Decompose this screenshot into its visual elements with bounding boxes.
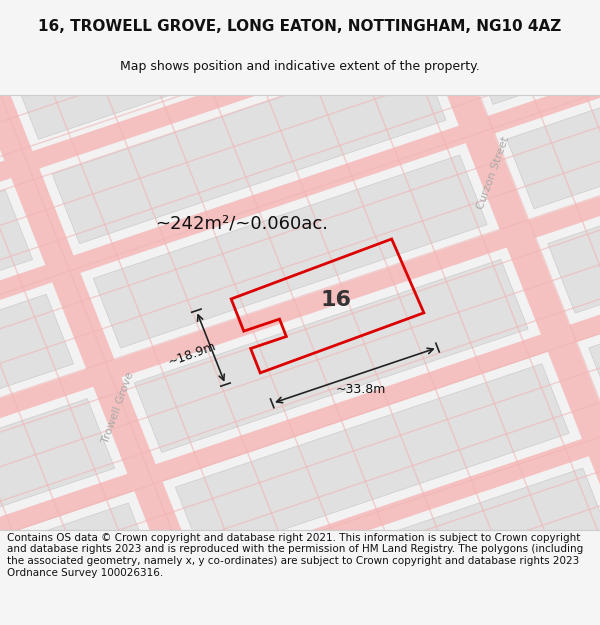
Polygon shape [0,324,600,579]
Polygon shape [336,0,600,625]
Polygon shape [203,456,600,625]
Polygon shape [116,0,391,625]
Polygon shape [257,0,532,625]
Polygon shape [0,19,600,274]
Polygon shape [494,86,600,221]
Polygon shape [398,0,600,586]
Polygon shape [13,416,600,625]
Polygon shape [0,172,600,426]
Polygon shape [0,246,600,580]
Polygon shape [40,39,459,256]
Polygon shape [351,0,600,602]
Polygon shape [576,295,600,429]
Polygon shape [163,352,582,569]
Polygon shape [548,202,600,313]
Polygon shape [37,476,600,625]
Polygon shape [0,202,600,457]
Polygon shape [466,0,600,104]
Polygon shape [6,596,230,625]
Polygon shape [49,507,600,625]
Polygon shape [80,143,500,360]
Polygon shape [0,64,157,625]
Text: 16, TROWELL GROVE, LONG EATON, NOTTINGHAM, NG10 4AZ: 16, TROWELL GROVE, LONG EATON, NOTTINGHA… [38,19,562,34]
Polygon shape [93,155,487,348]
Polygon shape [0,350,600,625]
Polygon shape [0,141,600,476]
Text: ~242m²/~0.060ac.: ~242m²/~0.060ac. [155,214,328,232]
Text: Map shows position and indicative extent of the property.: Map shows position and indicative extent… [120,60,480,73]
Polygon shape [0,232,600,488]
Polygon shape [0,0,562,152]
Polygon shape [22,16,297,625]
Polygon shape [69,1,344,625]
Polygon shape [0,399,115,519]
Polygon shape [0,0,600,267]
Polygon shape [0,0,418,151]
Polygon shape [175,364,569,557]
Text: ~33.8m: ~33.8m [335,383,386,396]
Polygon shape [506,98,600,209]
Polygon shape [0,0,292,625]
Polygon shape [210,0,485,625]
Polygon shape [0,0,405,139]
Polygon shape [0,96,62,625]
Polygon shape [61,537,600,625]
Text: Contains OS data © Crown copyright and database right 2021. This information is : Contains OS data © Crown copyright and d… [7,533,583,578]
Polygon shape [0,178,46,322]
Polygon shape [0,503,155,623]
Polygon shape [19,608,217,625]
Text: Trowell Grove: Trowell Grove [100,371,135,445]
Polygon shape [0,37,600,371]
Polygon shape [0,387,127,531]
Polygon shape [0,491,169,625]
Polygon shape [0,141,600,396]
Polygon shape [492,0,600,554]
Polygon shape [0,0,573,183]
Polygon shape [535,191,600,325]
Polygon shape [0,39,4,217]
Polygon shape [0,294,600,548]
Polygon shape [453,0,600,116]
Polygon shape [0,0,597,244]
Polygon shape [0,111,600,366]
Text: 16: 16 [320,290,352,310]
Polygon shape [134,259,528,452]
Polygon shape [121,248,541,464]
Polygon shape [217,468,600,625]
Polygon shape [0,48,203,625]
Polygon shape [445,0,600,570]
Polygon shape [0,50,600,304]
Polygon shape [0,282,86,426]
Text: Curzon Street: Curzon Street [476,136,511,211]
Polygon shape [0,0,550,122]
Polygon shape [304,0,579,618]
Polygon shape [163,0,438,625]
Polygon shape [25,446,600,625]
Polygon shape [0,81,600,335]
Text: ~18.9m: ~18.9m [166,339,218,369]
Polygon shape [52,51,446,244]
Polygon shape [0,294,74,414]
Polygon shape [589,307,600,418]
Polygon shape [0,32,250,625]
Polygon shape [0,263,600,518]
Polygon shape [398,0,587,12]
Polygon shape [0,190,32,310]
Polygon shape [1,385,600,625]
Polygon shape [0,354,600,609]
Polygon shape [0,79,109,625]
Polygon shape [0,0,585,213]
